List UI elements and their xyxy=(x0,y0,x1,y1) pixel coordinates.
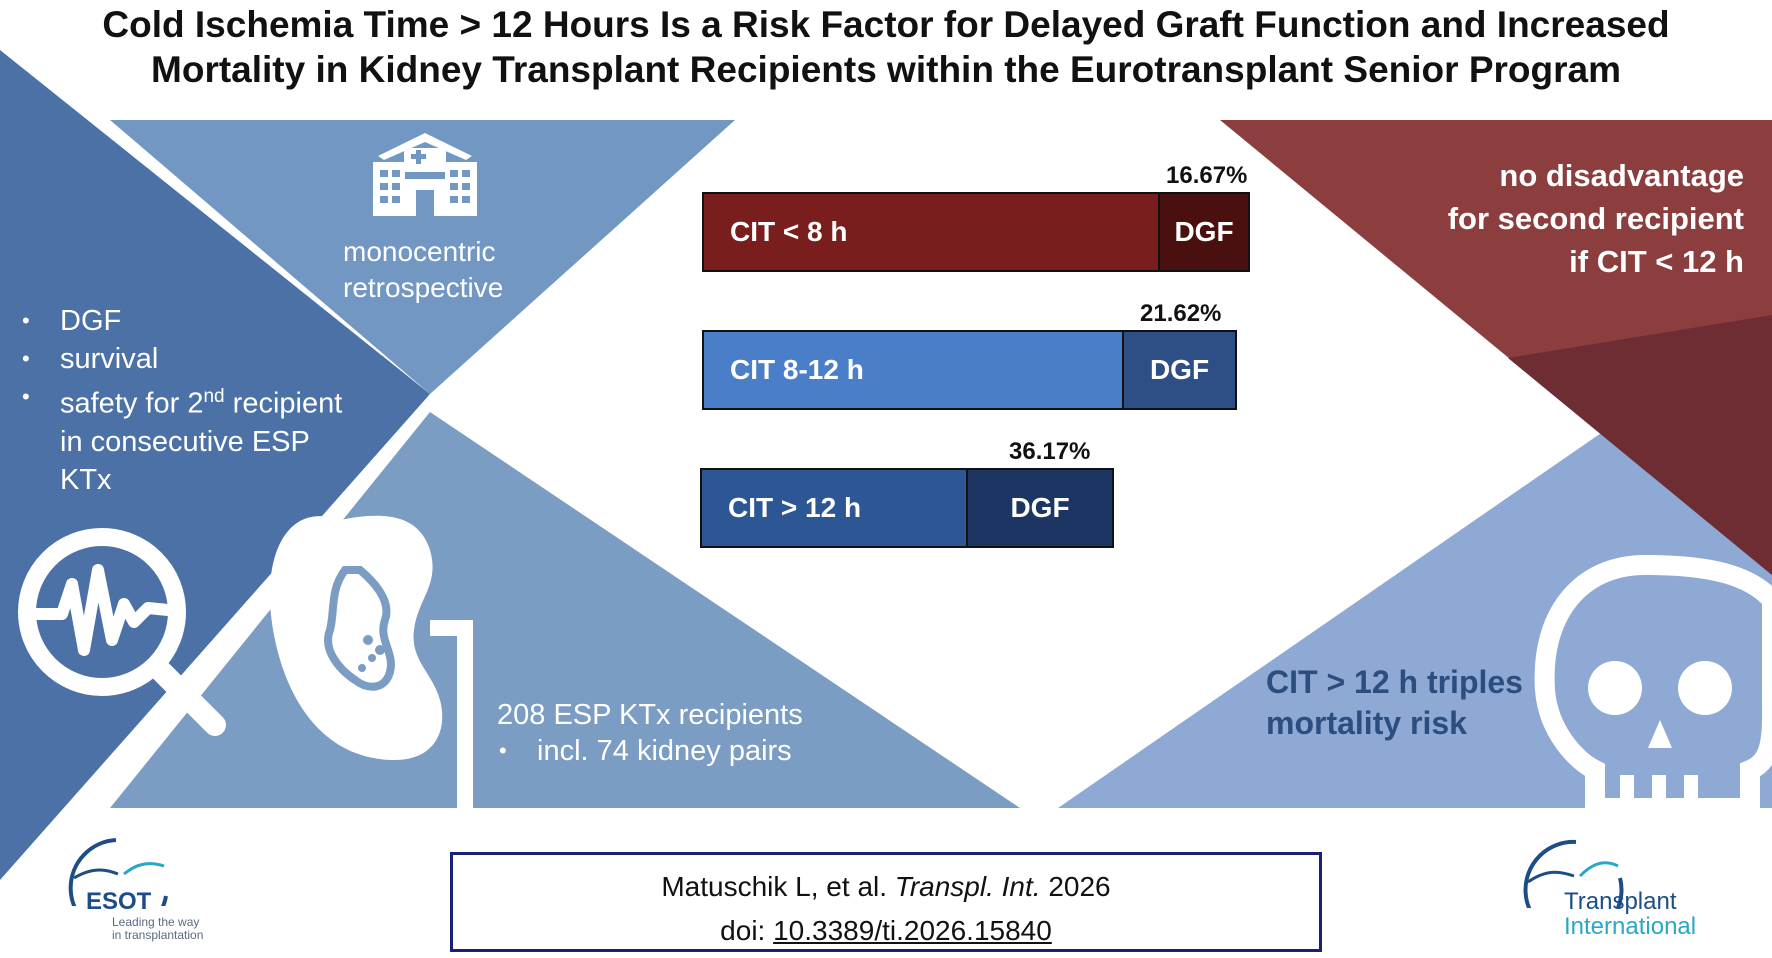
doi-prefix: doi: xyxy=(720,915,774,946)
esot-name: ESOT xyxy=(86,888,152,915)
ti-line-1: Transplant xyxy=(1564,888,1677,915)
transplant-international-logo: Transplant International xyxy=(1510,838,1740,948)
mortality-line-2: mortality risk xyxy=(1266,705,1467,741)
esot-tagline-2: in transplantation xyxy=(112,928,204,942)
cohort-line-1: 208 ESP KTx recipients xyxy=(497,699,803,731)
bar-dgf: DGF xyxy=(966,470,1112,546)
bullet-continuation: in consecutive ESP xyxy=(60,425,310,458)
design-line-2: retrospective xyxy=(343,272,504,303)
bullet-continuation: KTx xyxy=(60,463,112,496)
hospital-icon xyxy=(373,133,477,216)
bullet-text: survival xyxy=(60,343,159,375)
mortality-text: CIT > 12 h triples mortality risk xyxy=(1266,662,1523,744)
citation-authors: Matuschik L, et al. xyxy=(661,871,895,902)
bar-main: CIT > 12 h xyxy=(702,470,966,546)
magnifier-pulse-icon xyxy=(18,528,226,736)
bullet-text: safety for 2nd recipient in consecutive … xyxy=(60,378,342,499)
bar-dgf: DGF xyxy=(1122,332,1235,408)
recipient-line-2: for second recipient xyxy=(1447,201,1744,236)
bar-dgf: DGF xyxy=(1158,194,1248,270)
study-design-text: monocentric retrospective xyxy=(343,234,503,306)
list-item: • DGF xyxy=(22,302,382,340)
design-line-1: monocentric xyxy=(343,236,496,267)
bar-percent: 36.17% xyxy=(1009,438,1091,465)
bar-cit-8-12: CIT 8-12 h DGF xyxy=(702,330,1237,410)
esot-tagline-1: Leading the way xyxy=(112,915,200,929)
citation-line-1: Matuschik L, et al. Transpl. Int. 2026 xyxy=(453,865,1319,909)
bullet-dot: • xyxy=(22,308,30,333)
title-line-1: Cold Ischemia Time > 12 Hours Is a Risk … xyxy=(102,4,1670,45)
esot-tagline: Leading the way in transplantation xyxy=(112,916,203,942)
cohort-sub-text: incl. 74 kidney pairs xyxy=(537,735,792,767)
kidney-icon xyxy=(269,515,473,808)
bullet-text-part: safety for 2 xyxy=(60,387,204,420)
second-recipient-text: no disadvantage for second recipient if … xyxy=(1324,154,1744,283)
bar-cit-lt8: CIT < 8 h DGF xyxy=(702,192,1250,272)
outcomes-list: • DGF • survival • safety for 2nd recipi… xyxy=(22,302,382,499)
superscript: nd xyxy=(203,386,225,407)
citation-journal: Transpl. Int. xyxy=(894,871,1041,902)
bar-percent: 21.62% xyxy=(1140,300,1222,327)
cohort-sub-bullet: • incl. 74 kidney pairs xyxy=(499,733,803,769)
citation-year: 2026 xyxy=(1040,871,1111,902)
ti-emblem-icon xyxy=(1523,839,1624,908)
bullet-text: DGF xyxy=(60,305,122,337)
overlap-panel xyxy=(1508,315,1772,575)
bar-percent: 16.67% xyxy=(1166,162,1248,189)
bullet-dot: • xyxy=(22,384,30,409)
ti-line-2: International xyxy=(1564,913,1697,940)
skull-icon xyxy=(1534,554,1772,818)
esot-emblem-icon xyxy=(68,838,168,906)
left-dark-panel xyxy=(0,50,430,880)
bullet-dot: • xyxy=(22,346,30,371)
title-line-2: Mortality in Kidney Transplant Recipient… xyxy=(151,49,1621,90)
esot-logo: ESOT Leading the way in transplantation xyxy=(56,836,246,946)
list-item: • survival xyxy=(22,340,382,378)
mortality-line-1: CIT > 12 h triples xyxy=(1266,664,1523,700)
citation-box: Matuschik L, et al. Transpl. Int. 2026 d… xyxy=(450,852,1322,952)
design-panel xyxy=(110,120,735,394)
bar-cit-gt12: CIT > 12 h DGF xyxy=(700,468,1114,548)
bullet-dot: • xyxy=(499,738,507,763)
bar-main: CIT < 8 h xyxy=(704,194,1158,270)
citation-line-2: doi: 10.3389/ti.2026.15840 xyxy=(453,909,1319,953)
page-title: Cold Ischemia Time > 12 Hours Is a Risk … xyxy=(0,2,1772,92)
cohort-text: 208 ESP KTx recipients • incl. 74 kidney… xyxy=(497,697,803,769)
recipient-line-1: no disadvantage xyxy=(1499,158,1744,193)
bar-main: CIT 8-12 h xyxy=(704,332,1122,408)
list-item: • safety for 2nd recipient in consecutiv… xyxy=(22,378,382,499)
recipient-line-3: if CIT < 12 h xyxy=(1569,244,1744,279)
bullet-text-part: recipient xyxy=(224,387,343,420)
doi-link[interactable]: 10.3389/ti.2026.15840 xyxy=(773,915,1052,946)
